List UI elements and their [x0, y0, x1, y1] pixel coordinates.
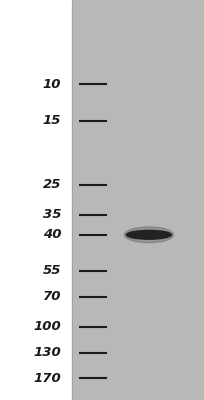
Text: 10: 10 [43, 78, 61, 90]
Text: 35: 35 [43, 208, 61, 221]
Text: 130: 130 [33, 346, 61, 359]
Ellipse shape [126, 230, 171, 239]
Text: 70: 70 [43, 290, 61, 303]
Text: 100: 100 [33, 320, 61, 333]
Bar [0, 0, 72, 400]
Text: 25: 25 [43, 178, 61, 191]
Text: 40: 40 [43, 228, 61, 241]
Text: 15: 15 [43, 114, 61, 127]
Text: 55: 55 [43, 264, 61, 277]
Bar [72, 0, 204, 400]
Text: 170: 170 [33, 372, 61, 384]
Ellipse shape [124, 227, 174, 243]
